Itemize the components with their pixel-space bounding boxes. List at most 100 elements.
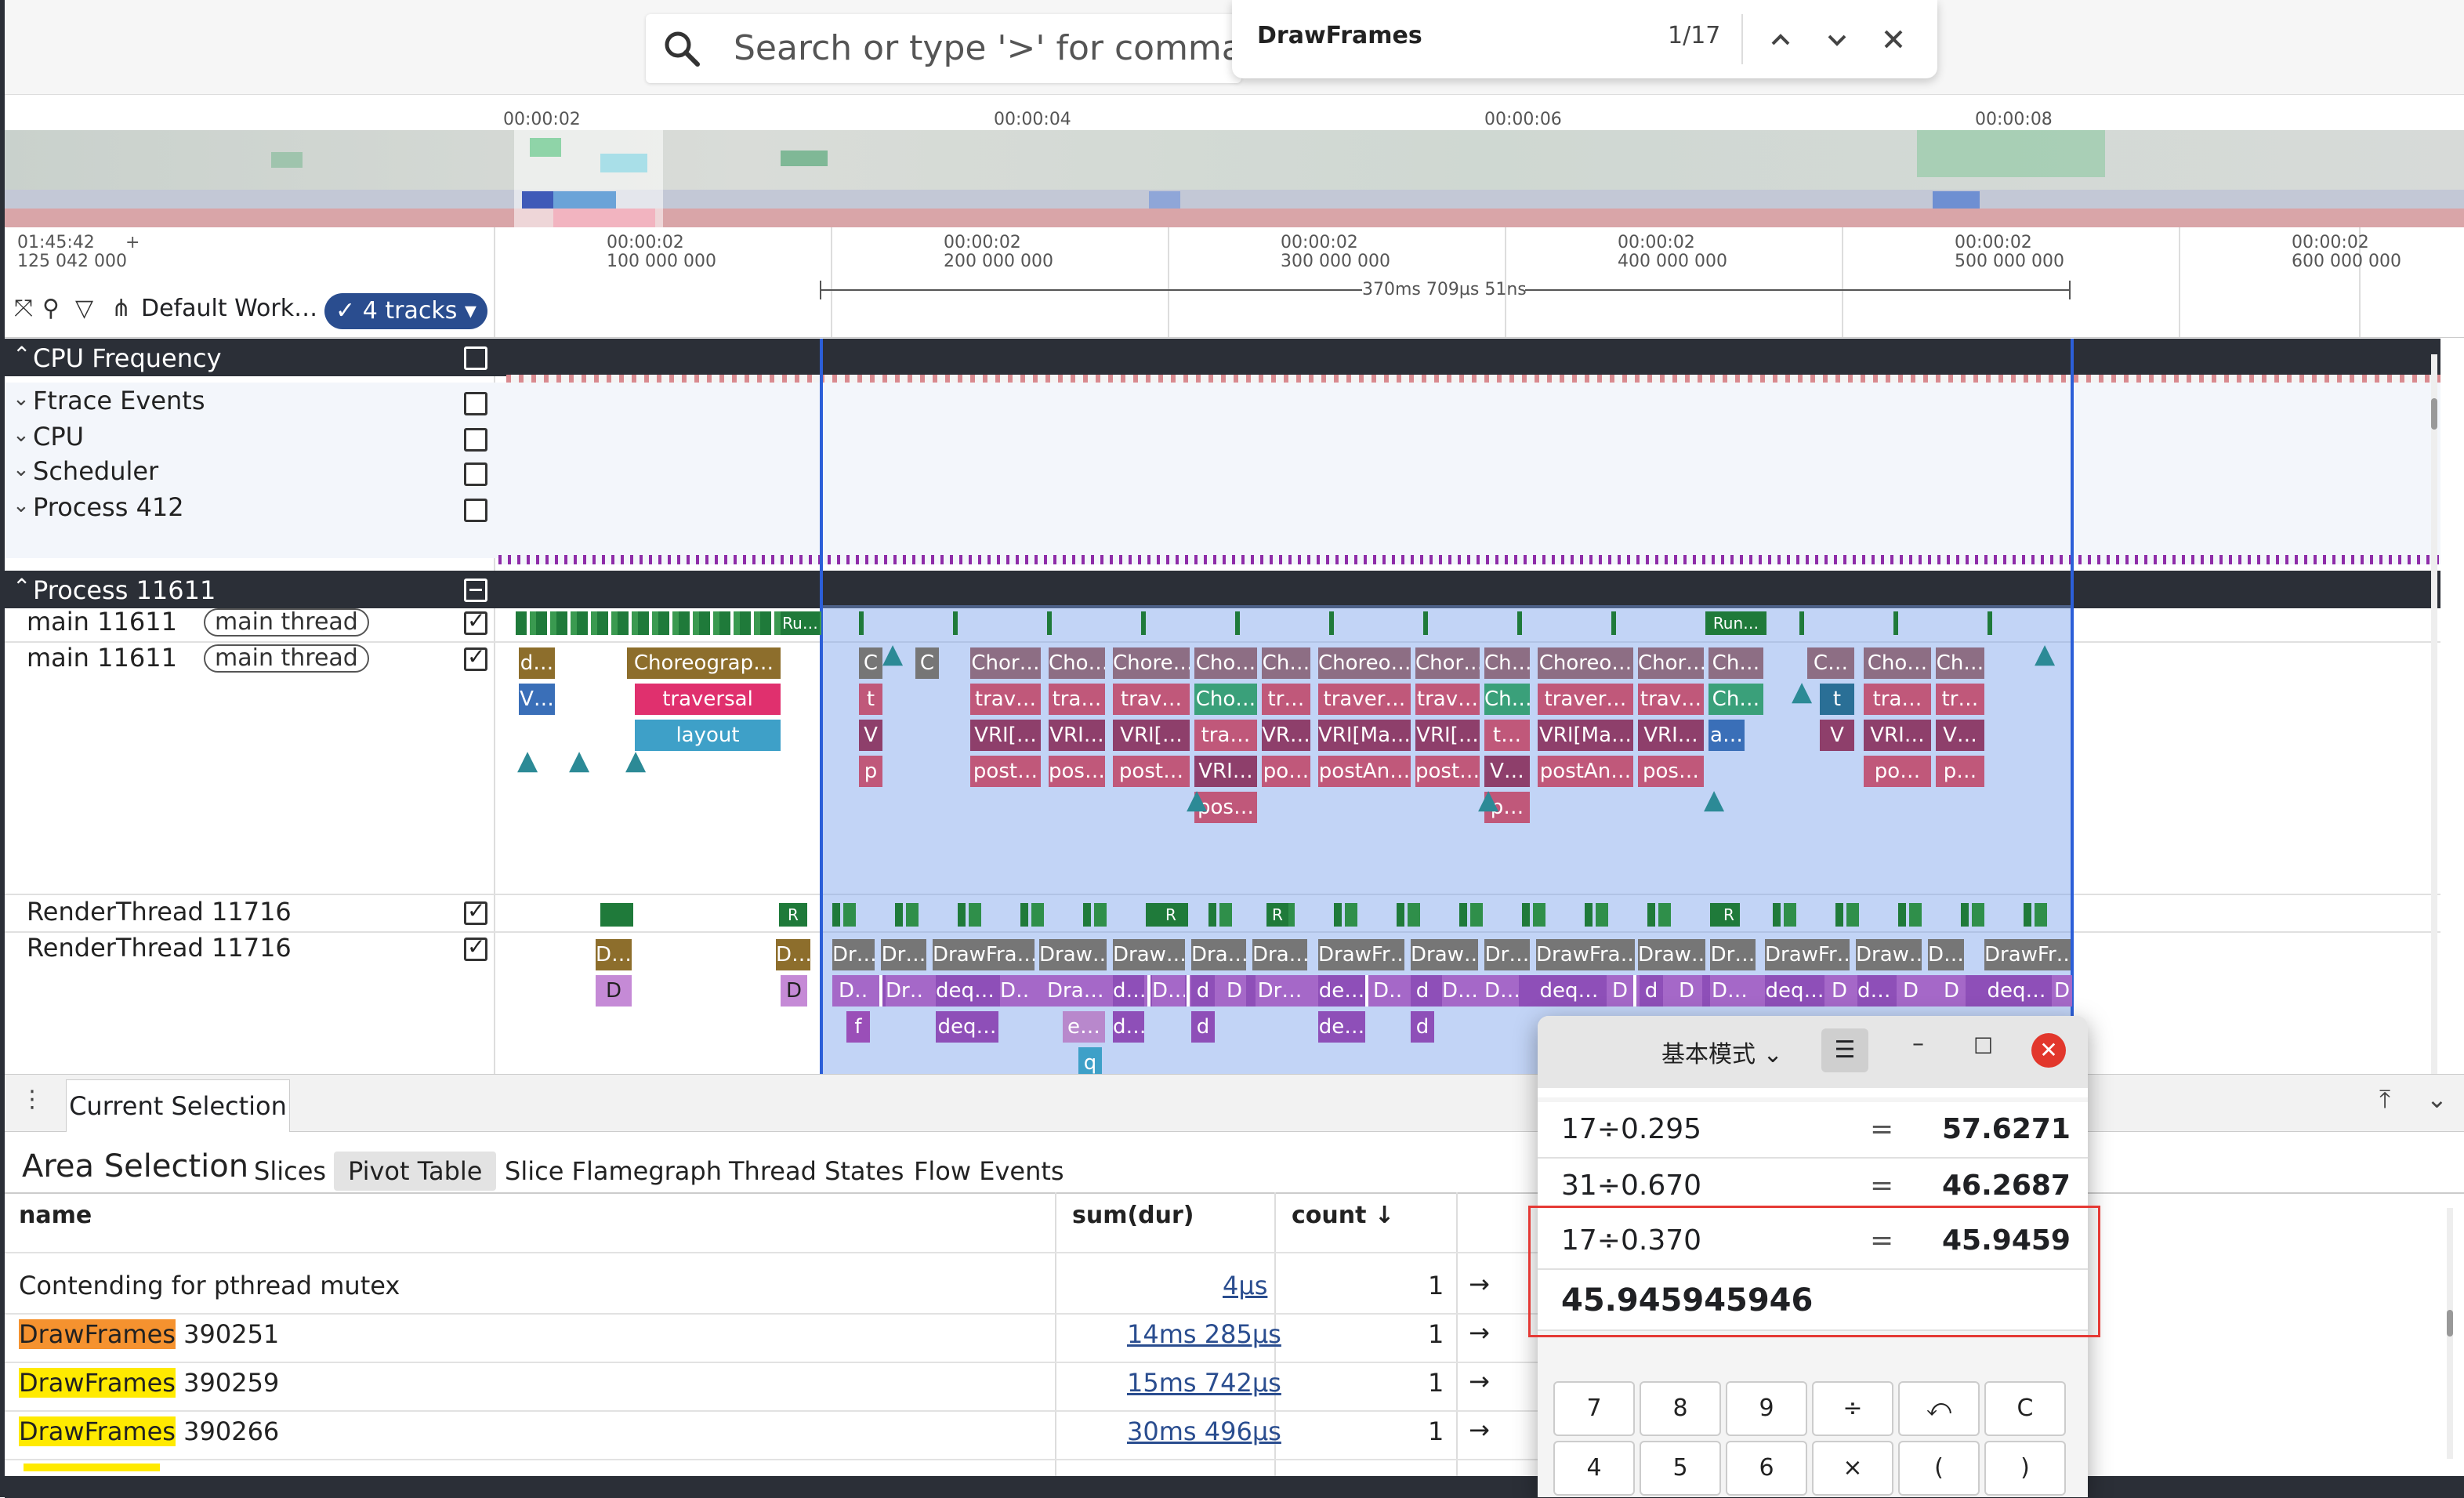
- calculator-history-row[interactable]: 17÷0.370 = 45.9459: [1538, 1213, 2088, 1270]
- table-row-sum[interactable]: 14ms 285µs: [1127, 1319, 1281, 1349]
- go-to-arrow-icon[interactable]: →: [1469, 1318, 1490, 1347]
- calculator-mode-selector[interactable]: 基本模式 ⌄: [1661, 1035, 1783, 1069]
- slice[interactable]: Chore…: [1113, 647, 1190, 679]
- track-checkbox[interactable]: [464, 608, 487, 635]
- calculator-display[interactable]: 45.945945946: [1538, 1270, 2088, 1331]
- slice[interactable]: VRI…: [1049, 720, 1105, 751]
- slice[interactable]: Ch…: [1262, 647, 1310, 679]
- group-checkbox[interactable]: [464, 499, 487, 522]
- slice[interactable]: Dra…: [1047, 975, 1102, 1007]
- slice[interactable]: Ch…: [1484, 647, 1530, 679]
- track-checkbox[interactable]: [464, 644, 487, 671]
- maximize-icon[interactable]: ☐: [1973, 1033, 1994, 1059]
- group-scheduler[interactable]: Scheduler: [33, 456, 159, 486]
- omnibox[interactable]: Search or type '>' for commands or ': [646, 14, 1372, 83]
- calculator-key-divide[interactable]: ÷: [1812, 1381, 1893, 1436]
- find-previous-button[interactable]: [1762, 20, 1799, 58]
- slice[interactable]: D…: [1710, 975, 1749, 1007]
- slice[interactable]: post…: [1113, 756, 1190, 787]
- slice[interactable]: D…: [1484, 975, 1519, 1007]
- collapse-all-icon[interactable]: ⤧: [14, 295, 33, 322]
- timeline-overview[interactable]: [5, 130, 2464, 229]
- group-process-11611[interactable]: ⌃ Process 11611: [5, 571, 2440, 608]
- slice-drawframe[interactable]: DrawFr…: [1318, 939, 1404, 970]
- go-to-arrow-icon[interactable]: →: [1469, 1366, 1490, 1396]
- selection-start-line[interactable]: [820, 339, 823, 1075]
- slice[interactable]: VRI…: [1638, 720, 1704, 751]
- slice[interactable]: tra…: [1864, 684, 1931, 715]
- slice[interactable]: V…: [519, 684, 555, 715]
- slice[interactable]: traver…: [1538, 684, 1633, 715]
- slice[interactable]: Choreo…: [1538, 647, 1633, 679]
- tracks-filter-chip[interactable]: ✓ 4 tracks ▾: [324, 293, 487, 329]
- slice[interactable]: D…: [839, 975, 870, 1007]
- slice[interactable]: VRI[…: [1113, 720, 1190, 751]
- slice[interactable]: a…: [1708, 720, 1745, 751]
- slice[interactable]: VRI[…: [1415, 720, 1480, 751]
- slice-drawframe[interactable]: Dr…: [1710, 939, 1756, 970]
- calculator-window[interactable]: 基本模式 ⌄ ☰ – ☐ ✕ 17÷0.295 = 57.6271 31÷0.6…: [1538, 1016, 2088, 1497]
- slice[interactable]: tr…: [1936, 684, 1984, 715]
- slice[interactable]: postAn…: [1538, 756, 1633, 787]
- go-to-arrow-icon[interactable]: →: [1469, 1415, 1490, 1445]
- slice[interactable]: D: [2052, 975, 2072, 1007]
- slice[interactable]: Cho…: [1194, 647, 1257, 679]
- chevron-down-icon[interactable]: ⌄: [13, 458, 30, 481]
- slice[interactable]: d: [1411, 1011, 1434, 1043]
- slice-drawframe[interactable]: Dra…: [1191, 939, 1246, 970]
- slice[interactable]: D: [1607, 975, 1633, 1007]
- calculator-key-7[interactable]: 7: [1553, 1381, 1635, 1436]
- tab-current-selection[interactable]: Current Selection: [66, 1079, 290, 1132]
- slice[interactable]: Cho…: [1864, 647, 1931, 679]
- slice[interactable]: de…: [1318, 975, 1365, 1007]
- panel-maximize-icon[interactable]: ⤒: [2379, 1084, 2391, 1114]
- slice[interactable]: Chor…: [1638, 647, 1704, 679]
- column-count[interactable]: count ↓: [1292, 1202, 1395, 1229]
- slice[interactable]: VRI[…: [970, 720, 1041, 751]
- slice-traversal[interactable]: traversal: [635, 684, 781, 715]
- panel-menu-icon[interactable]: ⋮: [20, 1086, 44, 1113]
- slice[interactable]: VR…: [1262, 720, 1310, 751]
- subtab-pivot-table[interactable]: Pivot Table: [334, 1152, 497, 1191]
- calculator-key-multiply[interactable]: ×: [1812, 1441, 1893, 1496]
- slice[interactable]: D: [781, 975, 807, 1007]
- slice[interactable]: Chor…: [1415, 647, 1480, 679]
- chevron-down-icon[interactable]: ⌄: [13, 387, 30, 411]
- duration-link[interactable]: 30ms 496µs: [1127, 1416, 1281, 1446]
- group-checkbox[interactable]: [464, 428, 487, 452]
- slice[interactable]: post…: [1415, 756, 1480, 787]
- slice-drawframe[interactable]: Dr…: [1484, 939, 1530, 970]
- slice-drawframe[interactable]: DrawFr…: [1984, 939, 2071, 970]
- column-name[interactable]: name: [19, 1202, 92, 1229]
- slice[interactable]: de…: [1318, 1011, 1365, 1043]
- slice[interactable]: Ch…: [1708, 684, 1763, 715]
- slice[interactable]: Dr…: [1256, 975, 1304, 1007]
- track-checkbox[interactable]: [464, 898, 487, 925]
- slice[interactable]: tra…: [1049, 684, 1105, 715]
- group-checkbox[interactable]: [464, 579, 487, 602]
- workspace-name[interactable]: Default Work…: [141, 295, 318, 322]
- track-main-slices[interactable]: main 11611: [27, 643, 177, 673]
- filter-icon[interactable]: ▽: [75, 295, 94, 322]
- chevron-down-icon[interactable]: ⌄: [13, 423, 30, 447]
- slice[interactable]: D: [1671, 975, 1702, 1007]
- track-scrollbar-thumb[interactable]: [2431, 398, 2437, 430]
- slice-drawframe[interactable]: Dr…: [832, 939, 875, 970]
- slice[interactable]: t: [859, 684, 882, 715]
- slice[interactable]: C: [915, 647, 939, 679]
- slice[interactable]: d: [1640, 975, 1663, 1007]
- go-to-arrow-icon[interactable]: →: [1469, 1269, 1490, 1299]
- track-scrollbar[interactable]: [2431, 354, 2437, 1075]
- group-ftrace-events[interactable]: Ftrace Events: [33, 386, 205, 415]
- slice[interactable]: V: [859, 720, 882, 751]
- slice[interactable]: Chor…: [970, 647, 1041, 679]
- group-cpu-frequency[interactable]: ⌃ CPU Frequency: [5, 339, 2440, 376]
- slice[interactable]: V…: [1484, 756, 1530, 787]
- slice-drawframe[interactable]: Draw…: [1039, 939, 1107, 970]
- calculator-key-6[interactable]: 6: [1726, 1441, 1807, 1496]
- calculator-key-clear[interactable]: C: [1984, 1381, 2066, 1436]
- subtab-slices[interactable]: Slices: [254, 1156, 327, 1186]
- minimize-icon[interactable]: –: [1912, 1030, 1924, 1057]
- subtab-flow-events[interactable]: Flow Events: [914, 1156, 1064, 1186]
- slice-drawframe[interactable]: Dra…: [1252, 939, 1307, 970]
